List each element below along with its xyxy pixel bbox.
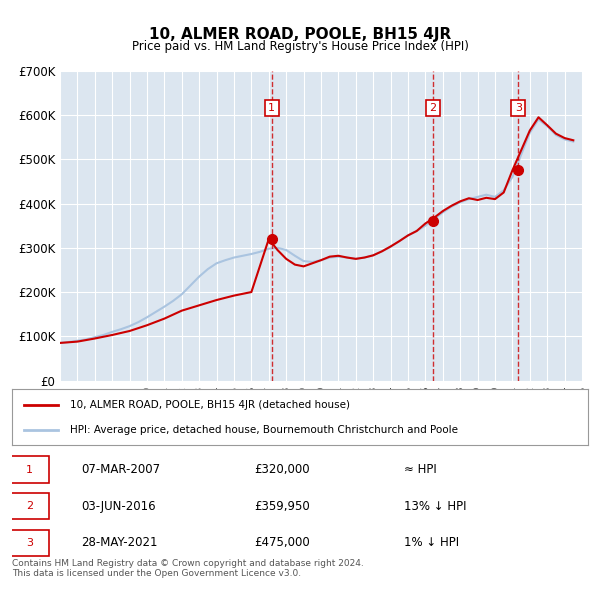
- Text: 3: 3: [26, 538, 33, 548]
- Text: 28-MAY-2021: 28-MAY-2021: [81, 536, 158, 549]
- Text: 1: 1: [268, 103, 275, 113]
- Text: £359,950: £359,950: [254, 500, 310, 513]
- Text: Price paid vs. HM Land Registry's House Price Index (HPI): Price paid vs. HM Land Registry's House …: [131, 40, 469, 53]
- FancyBboxPatch shape: [9, 530, 49, 556]
- Text: Contains HM Land Registry data © Crown copyright and database right 2024.: Contains HM Land Registry data © Crown c…: [12, 559, 364, 568]
- Text: 13% ↓ HPI: 13% ↓ HPI: [404, 500, 466, 513]
- Text: 1% ↓ HPI: 1% ↓ HPI: [404, 536, 459, 549]
- Text: 03-JUN-2016: 03-JUN-2016: [81, 500, 156, 513]
- Text: This data is licensed under the Open Government Licence v3.0.: This data is licensed under the Open Gov…: [12, 569, 301, 578]
- Text: 10, ALMER ROAD, POOLE, BH15 4JR: 10, ALMER ROAD, POOLE, BH15 4JR: [149, 27, 451, 41]
- FancyBboxPatch shape: [9, 457, 49, 483]
- Text: £320,000: £320,000: [254, 463, 310, 476]
- Text: 10, ALMER ROAD, POOLE, BH15 4JR (detached house): 10, ALMER ROAD, POOLE, BH15 4JR (detache…: [70, 400, 350, 410]
- Text: 07-MAR-2007: 07-MAR-2007: [81, 463, 160, 476]
- Text: 2: 2: [429, 103, 436, 113]
- Text: £475,000: £475,000: [254, 536, 310, 549]
- FancyBboxPatch shape: [9, 493, 49, 519]
- Text: HPI: Average price, detached house, Bournemouth Christchurch and Poole: HPI: Average price, detached house, Bour…: [70, 425, 458, 435]
- Text: ≈ HPI: ≈ HPI: [404, 463, 436, 476]
- Text: 2: 2: [26, 502, 33, 511]
- Text: 3: 3: [515, 103, 521, 113]
- Text: 1: 1: [26, 465, 33, 474]
